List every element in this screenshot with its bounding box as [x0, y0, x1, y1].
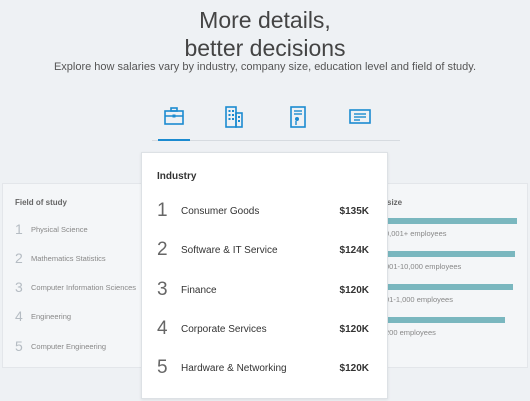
field-label: Computer Information Sciences — [31, 282, 137, 292]
size-label: 001-10,000 employees — [385, 262, 462, 271]
hero-title-line1: More details, — [199, 7, 331, 33]
size-bar — [385, 218, 517, 224]
rank-number: 2 — [157, 239, 168, 260]
field-label: Physical Science — [31, 224, 88, 234]
list-item: 1 Physical Science — [15, 221, 88, 237]
size-label: 01-1,000 employees — [385, 295, 453, 304]
tab-education[interactable] — [278, 105, 318, 141]
hero-subtitle: Explore how salaries vary by industry, c… — [53, 61, 477, 73]
list-item: 01-1,000 employees — [385, 284, 525, 308]
salary-value: $135K — [339, 205, 369, 217]
field-label: Mathematics Statistics — [31, 253, 106, 263]
tab-company-size[interactable] — [214, 105, 254, 141]
category-tabs — [140, 105, 400, 141]
list-item: 3 Computer Information Sciences — [15, 279, 137, 295]
table-row: 2 Software & IT Service $124K — [157, 238, 369, 262]
hero-title: More details, better decisions — [0, 6, 530, 62]
field-label: Engineering — [31, 311, 72, 321]
size-label: 200 employees — [385, 328, 436, 337]
list-item: 200 employees — [385, 317, 525, 341]
salary-value: $120K — [339, 362, 369, 374]
list-item: 0,001+ employees — [385, 218, 525, 242]
table-row: 4 Corporate Services $120K — [157, 317, 369, 341]
industry-title: Industry — [157, 171, 197, 182]
industry-label: Finance — [181, 284, 217, 296]
salary-value: $124K — [339, 244, 369, 256]
industry-label: Consumer Goods — [181, 205, 260, 217]
company-size-card: size 0,001+ employees 001-10,000 employe… — [368, 183, 528, 368]
field-of-study-title: Field of study — [15, 198, 67, 207]
industry-label: Hardware & Networking — [181, 362, 287, 374]
list-item: 2 Mathematics Statistics — [15, 250, 106, 266]
tab-active-indicator — [158, 139, 190, 141]
rank-number: 5 — [157, 357, 168, 378]
size-bar — [385, 284, 513, 290]
table-row: 5 Hardware & Networking $120K — [157, 356, 369, 380]
industry-label: Corporate Services — [181, 323, 267, 335]
tab-field-of-study[interactable] — [340, 105, 380, 141]
briefcase-icon — [164, 107, 184, 125]
rank-number: 3 — [15, 279, 23, 295]
table-row: 1 Consumer Goods $135K — [157, 199, 369, 223]
tabs-divider — [152, 140, 400, 141]
table-row: 3 Finance $120K — [157, 278, 369, 302]
rank-number: 1 — [15, 221, 23, 237]
tab-industry[interactable] — [154, 105, 194, 141]
rank-number: 4 — [157, 318, 168, 339]
list-item: 001-10,000 employees — [385, 251, 525, 275]
industry-label: Software & IT Service — [181, 244, 278, 256]
building-icon — [225, 106, 243, 128]
industry-card: Industry 1 Consumer Goods $135K 2 Softwa… — [141, 152, 388, 399]
field-of-study-card: Field of study 1 Physical Science 2 Math… — [2, 183, 162, 368]
certificate-icon — [349, 109, 371, 124]
list-item: 5 Computer Engineering — [15, 338, 107, 354]
rank-number: 2 — [15, 250, 23, 266]
company-size-title: size — [387, 198, 403, 207]
size-bar — [385, 251, 515, 257]
rank-number: 1 — [157, 200, 168, 221]
size-bar — [385, 317, 505, 323]
field-label: Computer Engineering — [31, 341, 107, 351]
rank-number: 3 — [157, 279, 168, 300]
size-label: 0,001+ employees — [385, 229, 447, 238]
salary-value: $120K — [339, 284, 369, 296]
list-item: 4 Engineering — [15, 308, 72, 324]
rank-number: 5 — [15, 338, 23, 354]
diploma-icon — [290, 106, 306, 128]
salary-value: $120K — [339, 323, 369, 335]
hero-title-line2: better decisions — [184, 35, 346, 61]
rank-number: 4 — [15, 308, 23, 324]
